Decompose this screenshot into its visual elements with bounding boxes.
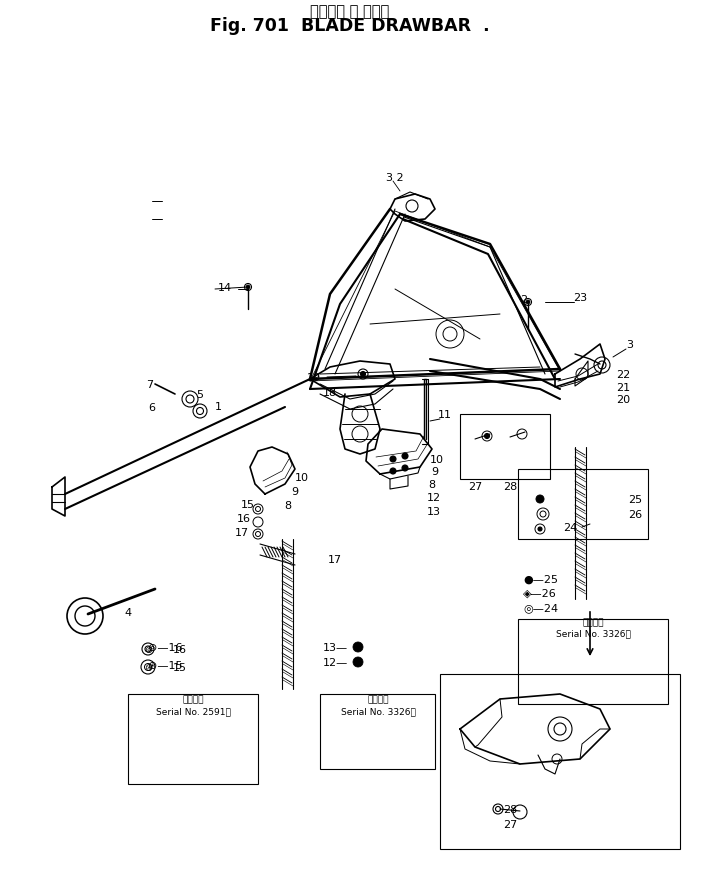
Text: 12—: 12—	[323, 657, 348, 667]
Text: ◈—26: ◈—26	[523, 588, 557, 599]
Text: ◎—24: ◎—24	[523, 602, 558, 613]
Text: 15: 15	[173, 662, 187, 673]
Text: 14: 14	[218, 282, 232, 293]
Text: 16: 16	[173, 644, 187, 654]
Bar	[320, 694, 435, 769]
Text: ●—25: ●—25	[523, 574, 558, 584]
Text: 9: 9	[292, 487, 299, 496]
Text: 28: 28	[503, 804, 517, 814]
Text: 20: 20	[616, 395, 630, 405]
Text: ⊚: ⊚	[144, 644, 152, 654]
Text: ブレード ド ローバ: ブレード ド ローバ	[311, 4, 390, 19]
Text: 7: 7	[147, 380, 154, 389]
Text: 27: 27	[503, 819, 517, 829]
Text: 17: 17	[328, 554, 342, 564]
Circle shape	[360, 372, 365, 377]
Text: Fig. 701  BLADE DRAWBAR  .: Fig. 701 BLADE DRAWBAR .	[210, 17, 490, 35]
Text: 適用号機: 適用号機	[367, 694, 389, 704]
Text: 26: 26	[628, 509, 642, 520]
Text: 3 2: 3 2	[386, 173, 404, 182]
Text: 10: 10	[430, 454, 444, 464]
Text: 13—: 13—	[323, 642, 348, 653]
Bar	[128, 694, 258, 784]
Circle shape	[538, 527, 542, 531]
Text: 10: 10	[295, 473, 309, 482]
Text: 27: 27	[468, 481, 482, 492]
Text: 23: 23	[573, 293, 587, 302]
Text: 11: 11	[438, 409, 452, 420]
Text: 21: 21	[616, 382, 630, 393]
Circle shape	[526, 301, 530, 304]
Text: 6: 6	[149, 402, 156, 413]
Text: Serial No. 3326～: Serial No. 3326～	[556, 629, 630, 638]
Text: 1: 1	[215, 401, 222, 412]
Text: 適用号機: 適用号機	[583, 618, 604, 627]
Text: 18: 18	[323, 388, 337, 397]
Text: 28: 28	[503, 481, 517, 492]
Text: 3: 3	[627, 340, 634, 349]
Bar	[518, 469, 648, 540]
Text: Serial No. 3326～: Serial No. 3326～	[341, 706, 416, 716]
Circle shape	[390, 468, 396, 474]
Text: 17: 17	[235, 527, 249, 537]
Bar	[460, 415, 550, 480]
Circle shape	[353, 642, 363, 653]
Bar	[518, 620, 668, 704]
Circle shape	[484, 434, 489, 439]
Circle shape	[402, 454, 408, 460]
Text: 12: 12	[427, 493, 441, 502]
Circle shape	[390, 456, 396, 462]
Text: 16: 16	[237, 514, 251, 523]
Text: 25: 25	[628, 494, 642, 504]
Text: ⊛—15: ⊛—15	[148, 660, 182, 670]
Text: 5: 5	[196, 389, 203, 400]
Text: 22: 22	[616, 369, 630, 380]
Text: 13: 13	[427, 507, 441, 516]
Circle shape	[536, 495, 544, 503]
Text: 19: 19	[307, 373, 321, 382]
Text: 24: 24	[563, 522, 577, 533]
Circle shape	[402, 466, 408, 472]
Circle shape	[246, 286, 250, 289]
Text: 8: 8	[428, 480, 435, 489]
Bar	[440, 674, 680, 849]
Text: 適用号機: 適用号機	[182, 694, 204, 704]
Text: 8: 8	[285, 501, 292, 510]
Text: ⊚—16: ⊚—16	[148, 642, 182, 653]
Text: 9: 9	[431, 467, 439, 476]
Text: 2: 2	[520, 295, 528, 305]
Text: 4: 4	[125, 607, 132, 617]
Text: 15: 15	[241, 500, 255, 509]
Text: ⊛: ⊛	[144, 662, 152, 673]
Text: Serial No. 2591～: Serial No. 2591～	[156, 706, 231, 716]
Circle shape	[353, 657, 363, 667]
